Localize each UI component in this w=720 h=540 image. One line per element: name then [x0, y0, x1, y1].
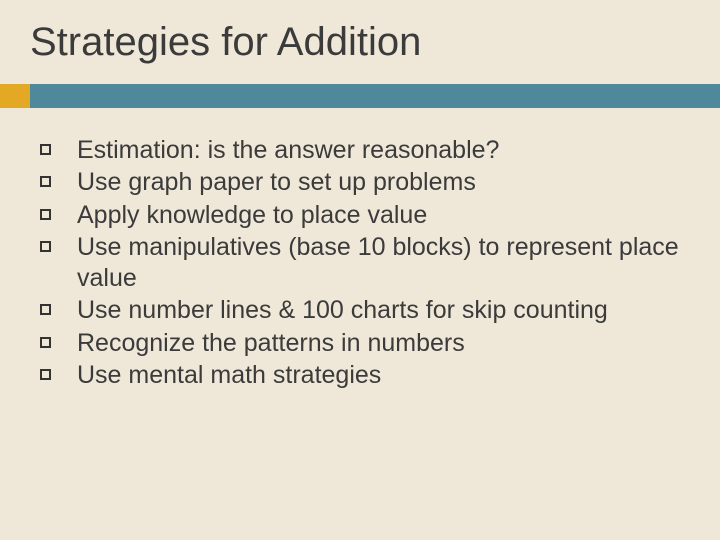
accent-band [0, 84, 720, 108]
list-item: Use graph paper to set up problems [40, 167, 680, 198]
list-item: Use manipulatives (base 10 blocks) to re… [40, 232, 680, 295]
list-item-text: Apply knowledge to place value [77, 200, 680, 231]
accent-band-left [0, 84, 30, 108]
content-area: Estimation: is the answer reasonable? Us… [40, 135, 680, 392]
list-item-text: Use mental math strategies [77, 360, 680, 391]
slide: Strategies for Addition Estimation: is t… [0, 0, 720, 540]
list-item-text: Use number lines & 100 charts for skip c… [77, 295, 680, 326]
list-item: Use mental math strategies [40, 360, 680, 391]
square-bullet-icon [40, 144, 51, 155]
accent-band-right [30, 84, 720, 108]
list-item: Recognize the patterns in numbers [40, 328, 680, 359]
list-item: Estimation: is the answer reasonable? [40, 135, 680, 166]
list-item: Use number lines & 100 charts for skip c… [40, 295, 680, 326]
square-bullet-icon [40, 241, 51, 252]
square-bullet-icon [40, 209, 51, 220]
list-item-text: Estimation: is the answer reasonable? [77, 135, 680, 166]
bullet-list: Estimation: is the answer reasonable? Us… [40, 135, 680, 391]
square-bullet-icon [40, 337, 51, 348]
list-item-text: Recognize the patterns in numbers [77, 328, 680, 359]
list-item-text: Use manipulatives (base 10 blocks) to re… [77, 232, 680, 295]
list-item: Apply knowledge to place value [40, 200, 680, 231]
page-title: Strategies for Addition [30, 20, 421, 65]
list-item-text: Use graph paper to set up problems [77, 167, 680, 198]
square-bullet-icon [40, 304, 51, 315]
square-bullet-icon [40, 176, 51, 187]
square-bullet-icon [40, 369, 51, 380]
